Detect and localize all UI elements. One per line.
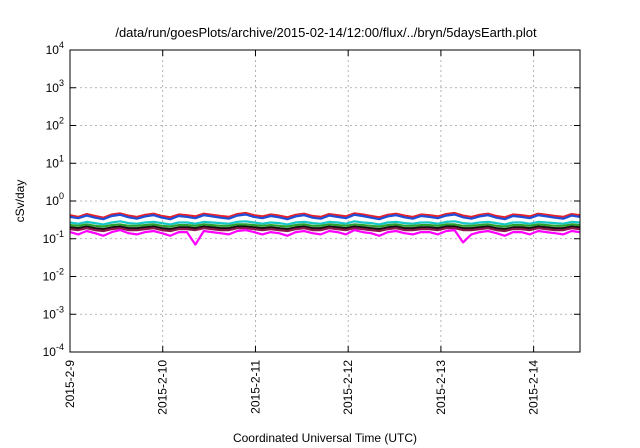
- y-tick-exponent: 1: [59, 153, 64, 163]
- chart-title: /data/run/goesPlots/archive/2015-02-14/1…: [115, 25, 537, 40]
- series-line-5: [69, 225, 581, 231]
- series-line-3: [69, 220, 581, 226]
- x-tick-label: 2015-2-10: [156, 360, 170, 415]
- y-tick-exponent: 4: [59, 40, 64, 50]
- y-tick-label: 10-4: [43, 342, 64, 359]
- y-tick-exponent: -1: [56, 229, 64, 239]
- y-tick-exponent: -3: [56, 304, 64, 314]
- y-tick-base: 10: [46, 194, 60, 208]
- y-tick-base: 10: [46, 156, 60, 170]
- series-line-2: [69, 213, 581, 221]
- x-tick-label: 2015-2-14: [527, 360, 541, 415]
- x-tick-label: 2015-2-12: [341, 360, 355, 415]
- x-axis-label: Coordinated Universal Time (UTC): [233, 431, 417, 445]
- y-tick-label: 10-2: [43, 267, 64, 284]
- y-tick-exponent: -2: [56, 267, 64, 277]
- y-tick-exponent: -4: [56, 342, 64, 352]
- x-tick-label: 2015-2-11: [248, 360, 262, 414]
- y-tick-base: 10: [43, 232, 57, 246]
- y-tick-base: 10: [46, 119, 60, 133]
- series-line-6: [69, 227, 581, 233]
- y-tick-base: 10: [46, 81, 60, 95]
- y-tick-label: 101: [46, 153, 64, 170]
- y-tick-base: 10: [46, 43, 60, 57]
- grid: [69, 49, 580, 353]
- x-tick-label: 2015-2-9: [63, 360, 77, 408]
- series-layer: [69, 211, 581, 246]
- y-tick-label: 102: [46, 116, 64, 133]
- y-tick-base: 10: [43, 307, 57, 321]
- y-tick-exponent: 0: [59, 191, 64, 201]
- y-tick-label: 10-1: [43, 229, 64, 246]
- y-tick-base: 10: [43, 270, 57, 284]
- series-line-4: [69, 223, 581, 228]
- y-tick-base: 10: [43, 345, 57, 359]
- x-axis: 2015-2-9 2015-2-10 2015-2-11 2015-2-12 2015-…: [63, 50, 541, 415]
- y-tick-exponent: 2: [59, 116, 64, 126]
- y-tick-label: 10-3: [43, 304, 64, 321]
- y-tick-exponent: 3: [59, 78, 64, 88]
- y-tick-label: 104: [46, 40, 64, 57]
- y-tick-label: 103: [46, 78, 64, 95]
- x-tick-label: 2015-2-13: [434, 360, 448, 415]
- series-line-7: [69, 229, 581, 246]
- y-axis-label: cSv/day: [13, 180, 27, 223]
- series-line-1: [69, 211, 581, 219]
- y-tick-label: 100: [46, 191, 64, 208]
